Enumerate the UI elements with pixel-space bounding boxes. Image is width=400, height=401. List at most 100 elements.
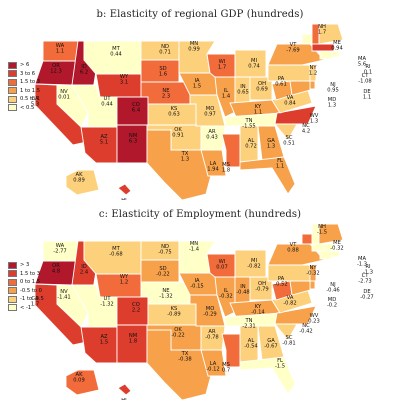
state-value-label: 0.23 [308, 319, 320, 325]
state-value-label: 0.88 [287, 248, 299, 254]
legend-swatch [8, 78, 17, 86]
state-value-label: 0.89 [73, 178, 85, 184]
state-abbr-label: GA [267, 338, 275, 344]
state-abbr-label: LA [210, 361, 217, 367]
state-abbr-label: NE [162, 288, 169, 294]
state-value-label: 2.2 [132, 308, 140, 314]
state-abbr-label: IN [240, 84, 246, 90]
state-value-label: 1.7 [218, 65, 226, 71]
state-value-label: -0.27 [360, 295, 373, 301]
state-value-label: 1.5 [193, 84, 201, 90]
state-value-label: -0.82 [247, 264, 260, 270]
state-pa [267, 64, 311, 82]
state-value-label: 0.71 [159, 50, 171, 56]
state-value-label: 1.3 [181, 157, 189, 163]
legend-item: < -1 [8, 304, 31, 312]
state-abbr-label: AK [76, 372, 84, 378]
legend-label: < 0.5 [20, 104, 35, 111]
legend-swatch [8, 104, 17, 111]
state-value-label: -1.55 [242, 124, 255, 130]
state-value-label: -0.75 [158, 250, 171, 256]
legend-swatch [8, 270, 17, 277]
state-abbr-label: HI [121, 398, 127, 400]
state-value-label: 0.1 [364, 70, 372, 76]
legend-swatch [8, 287, 17, 294]
state-value-label: 1.3 [328, 103, 336, 109]
state-value-label: 0.97 [204, 112, 216, 118]
state-ak [65, 369, 100, 396]
state-abbr-label: MS [222, 162, 230, 168]
state-hi [117, 383, 132, 396]
legend-item: 0 to 1.5 [8, 278, 40, 286]
state-abbr-label: AR [208, 129, 216, 135]
state-abbr-label: NV [60, 289, 68, 295]
state-value-label: -0.81 [282, 341, 295, 347]
legend-label: 0 to 1.5 [20, 279, 41, 285]
state-md [289, 280, 311, 296]
state-value-label: 6.2 [80, 70, 88, 76]
state-value-label: -2.31 [242, 324, 255, 330]
state-value-label: 4.2 [302, 129, 310, 135]
state-nc [274, 105, 317, 125]
legend-label: 1.5 to 3 [20, 270, 41, 277]
state-value-label: -0.32 [219, 294, 232, 300]
state-abbr-label: AZ [100, 134, 108, 140]
state-pa [267, 264, 311, 282]
state-il [214, 276, 236, 318]
state-abbr-label: WA [56, 43, 65, 49]
state-abbr-label: AL [248, 338, 255, 344]
panel-title: b: Elasticity of regional GDP (hundreds) [96, 9, 304, 20]
state-value-label: 3.1 [120, 80, 128, 86]
state-abbr-label: CO [132, 302, 140, 308]
state-value-label: 1.1 [254, 110, 262, 116]
state-abbr-label: CA [31, 96, 39, 102]
legend-item: < 0.5 [8, 104, 34, 112]
us-choropleth-map: WA1.1OR12.3CA5.3ID6.2NV0.01MT0.44WY3.1UT… [31, 23, 372, 200]
state-abbr-label: IA [194, 78, 200, 84]
state-ri [331, 50, 340, 58]
legend-label: 1 to 1.5 [20, 87, 41, 94]
state-abbr-label: TX [181, 151, 189, 157]
state-value-label: 0.44 [101, 102, 113, 108]
state-value-label: 0.51 [283, 141, 295, 147]
state-value-label: 0.91 [172, 133, 184, 139]
state-value-label: -1.41 [57, 295, 70, 301]
state-tx [146, 129, 215, 200]
legend-swatch [8, 295, 17, 303]
state-value-label: -0.54 [244, 344, 258, 350]
state-abbr-label: MT [112, 46, 120, 52]
state-abbr-label: AK [76, 172, 84, 178]
state-az [80, 326, 118, 364]
state-abbr-label: ID [81, 64, 87, 70]
state-abbr-label: MD [328, 297, 336, 303]
state-value-label: 0.44 [110, 52, 122, 58]
state-la [200, 349, 227, 377]
state-value-label: 0.01 [58, 95, 70, 101]
state-abbr-label: SD [159, 266, 166, 272]
state-value-label: 0.07 [216, 265, 228, 271]
legend-item: 1.5 to 3 [8, 78, 40, 86]
state-value-label: -2.73 [358, 279, 371, 285]
state-abbr-label: NE [162, 88, 169, 94]
legend-item: 1 to 1.5 [8, 87, 40, 95]
state-abbr-label: DE [363, 89, 370, 95]
state-abbr-label: WI [219, 259, 226, 265]
state-value-label: 0.43 [206, 135, 218, 141]
state-value-label: 0.84 [284, 101, 296, 107]
state-value-label: 0.95 [327, 88, 339, 94]
state-abbr-label: VT [290, 42, 298, 48]
state-value-label: 1.7 [318, 30, 326, 36]
state-value-label: 4.8 [52, 269, 60, 275]
state-value-label: 2.3 [162, 94, 170, 100]
state-value-label: -2.77 [53, 249, 66, 255]
state-value-label: -7.69 [286, 48, 299, 54]
state-value-label: 0.7 [222, 368, 230, 374]
state-ct [319, 50, 333, 60]
state-ms [221, 133, 241, 168]
state-abbr-label: NM [129, 133, 137, 139]
state-abbr-label: OR [52, 63, 60, 69]
state-value-label: -1.3 [363, 270, 373, 276]
state-value-label: 1.5 [100, 340, 108, 346]
state-abbr-label: MO [206, 306, 215, 312]
state-abbr-label: IN [240, 284, 246, 290]
